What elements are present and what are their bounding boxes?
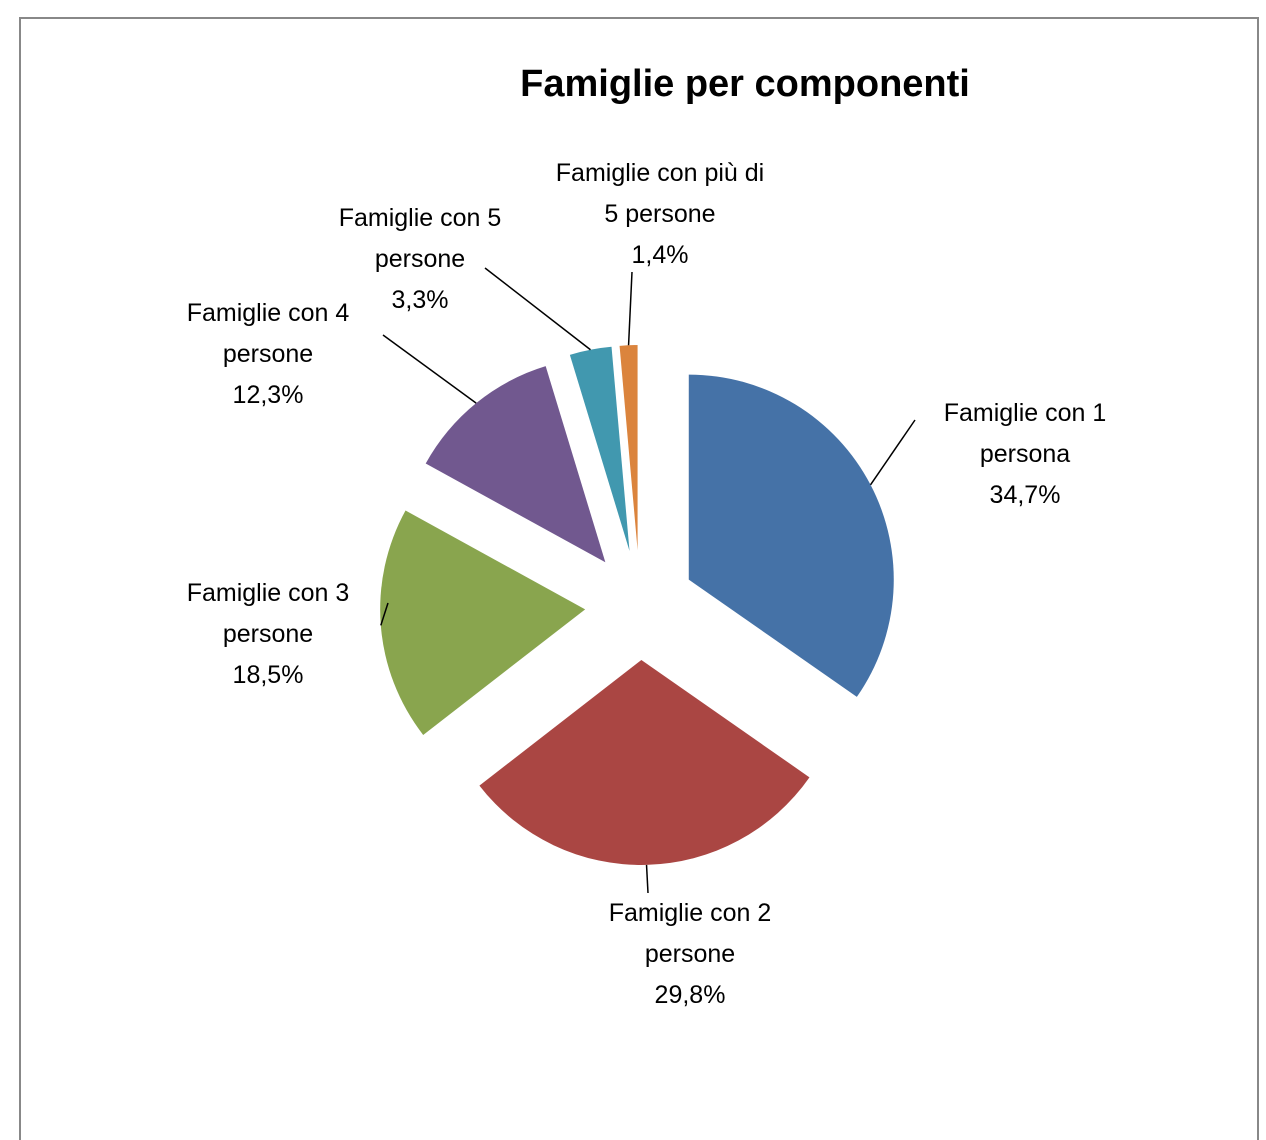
- leader-line: [382, 334, 477, 404]
- value-label: 34,7%: [989, 481, 1061, 509]
- value-label: 29,8%: [654, 981, 726, 1009]
- leader-line: [645, 864, 649, 894]
- category-label: Famiglie con 5 persone: [338, 204, 502, 273]
- label-box: Famiglie con 3 persone 18,5%: [158, 573, 378, 696]
- category-label: Famiglie con 2 persone: [608, 899, 772, 968]
- category-label: Famiglie con più di 5 persone: [555, 159, 765, 228]
- chart-title: Famiglie per componenti: [520, 63, 970, 105]
- value-label: 18,5%: [232, 661, 304, 689]
- category-label: Famiglie con 4 persone: [186, 299, 350, 368]
- category-label: Famiglie con 1 persona: [943, 399, 1107, 468]
- data-label: Famiglie con 3 persone 18,5%: [158, 573, 378, 696]
- label-box: Famiglie con 1 persona 34,7%: [915, 393, 1135, 516]
- pie-slice: [569, 346, 630, 552]
- label-box: Famiglie con 4 persone 12,3%: [158, 293, 378, 416]
- pie-slice: [425, 366, 606, 563]
- data-label: Famiglie con 1 persona 34,7%: [915, 393, 1135, 516]
- pie-slice: [479, 659, 810, 865]
- pie-slice: [619, 345, 638, 551]
- chart-frame: [19, 17, 1259, 1140]
- data-label: Famiglie con 4 persone 12,3%: [158, 293, 378, 416]
- label-box: Famiglie con 5 persone 3,3%: [310, 198, 530, 321]
- value-label: 1,4%: [631, 241, 689, 269]
- leader-line: [869, 419, 916, 486]
- data-label: Famiglie con 5 persone 3,3%: [310, 198, 530, 321]
- label-box: Famiglie con più di 5 persone 1,4%: [550, 153, 770, 276]
- pie-slice: [380, 510, 586, 735]
- pie-slice: [688, 374, 894, 697]
- value-label: 3,3%: [391, 286, 449, 314]
- value-label: 12,3%: [232, 381, 304, 409]
- category-label: Famiglie con 3 persone: [186, 579, 350, 648]
- leader-line: [627, 271, 633, 346]
- label-box: Famiglie con 2 persone 29,8%: [580, 893, 800, 1016]
- leader-line: [484, 267, 591, 351]
- data-label: Famiglie con più di 5 persone 1,4%: [550, 153, 770, 276]
- leader-line: [380, 602, 389, 626]
- data-label: Famiglie con 2 persone 29,8%: [580, 893, 800, 1016]
